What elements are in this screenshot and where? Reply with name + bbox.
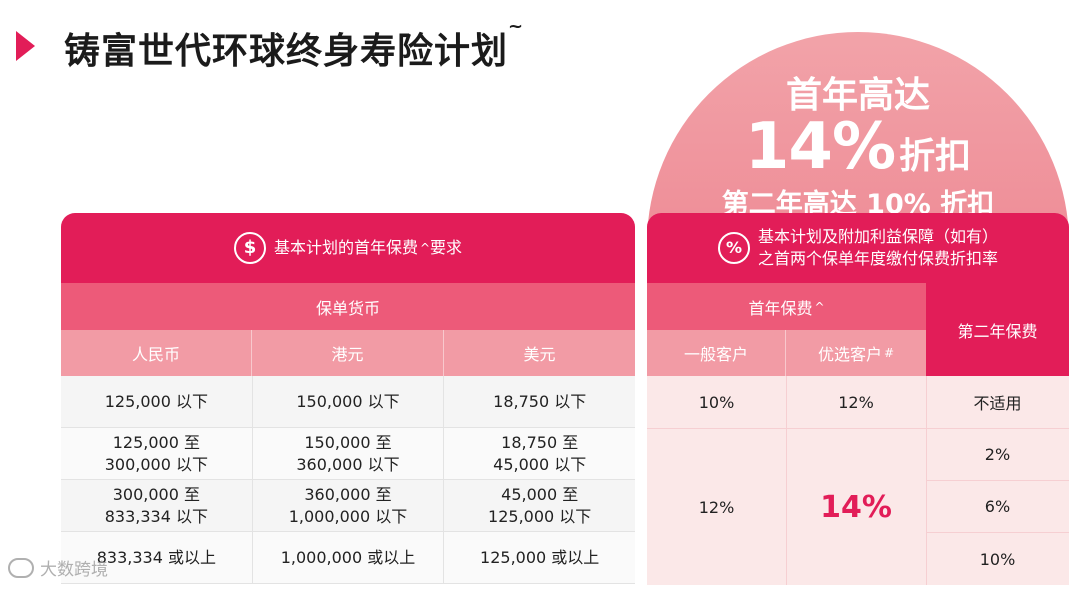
right-header-text: 基本计划及附加利益保障（如有） 之首两个保单年度缴付保费折扣率 bbox=[757, 227, 998, 268]
table-row: 833,334 或以上 1,000,000 或以上 125,000 或以上 bbox=[61, 532, 635, 584]
left-table-header: $ 基本计划的首年保费 ^要求 bbox=[61, 213, 635, 283]
promo-line-2: 14% 折扣 bbox=[647, 110, 1069, 184]
table-cell: 18,750 至 45,000 以下 bbox=[493, 432, 587, 474]
col-header-rmb: 人民币 bbox=[61, 330, 252, 376]
col-header-preferred: 优选客户 # bbox=[786, 330, 926, 376]
table-cell: 150,000 以下 bbox=[253, 376, 445, 427]
table-cell: 150,000 至 360,000 以下 bbox=[253, 428, 445, 479]
table-cell: 1,000,000 或以上 bbox=[253, 532, 445, 583]
table-row: 300,000 至 833,334 以下 360,000 至 1,000,000 以… bbox=[61, 480, 635, 532]
col-header-general: 一般客户 bbox=[647, 330, 786, 376]
left-table-rows: 125,000 以下 150,000 以下 18,750 以下 125,000 … bbox=[61, 376, 635, 584]
table-row: 125,000 至 300,000 以下 150,000 至 360,000 以下 … bbox=[61, 428, 635, 480]
rate-second-row4: 10% bbox=[979, 549, 1016, 569]
col-header-hkd: 港元 bbox=[252, 330, 444, 376]
currency-columns: 人民币 港元 美元 bbox=[61, 330, 635, 376]
second-year-header: 第二年保费 bbox=[926, 283, 1069, 376]
rate-second-row3: 6% bbox=[984, 497, 1011, 516]
divider bbox=[647, 428, 1069, 429]
table-row: 125,000 以下 150,000 以下 18,750 以下 bbox=[61, 376, 635, 428]
percent-icon: % bbox=[717, 232, 750, 264]
rate-general-row1: 10% bbox=[698, 392, 735, 412]
premium-requirement-table: $ 基本计划的首年保费 ^要求 保单货币 人民币 港元 美元 125,000 以下… bbox=[61, 213, 635, 585]
table-cell: 18,750 以下 bbox=[493, 391, 587, 411]
currency-header: 保单货币 bbox=[61, 283, 635, 330]
rate-preferred-merged: 14% bbox=[820, 489, 892, 525]
table-cell: 45,000 至 125,000 以下 bbox=[488, 484, 592, 526]
divider bbox=[786, 376, 787, 585]
right-table-header: % 基本计划及附加利益保障（如有） 之首两个保单年度缴付保费折扣率 bbox=[647, 213, 1069, 283]
watermark-logo-icon bbox=[8, 557, 34, 578]
col-header-usd: 美元 bbox=[444, 330, 635, 376]
page-title: 铸富世代环球终身寿险计划~ bbox=[64, 16, 525, 72]
discount-rate-table: % 基本计划及附加利益保障（如有） 之首两个保单年度缴付保费折扣率 首年保费 ^ 第… bbox=[647, 213, 1069, 585]
rate-general-merged: 12% bbox=[698, 497, 735, 517]
table-cell: 360,000 至 1,000,000 以下 bbox=[253, 480, 445, 531]
divider bbox=[926, 480, 1069, 481]
table-cell: 125,000 或以上 bbox=[480, 547, 600, 567]
first-year-header: 首年保费 ^ bbox=[647, 283, 926, 330]
rate-preferred-row1: 12% bbox=[838, 392, 874, 412]
dollar-icon: $ bbox=[233, 232, 266, 264]
promo-big-percent: 14% bbox=[744, 110, 896, 184]
watermark: 大数跨境 bbox=[8, 555, 108, 580]
rate-second-row1: 不适用 bbox=[973, 394, 1022, 413]
table-cell: 125,000 至 300,000 以下 bbox=[61, 428, 253, 479]
table-cell: 300,000 至 833,334 以下 bbox=[61, 480, 253, 531]
title-marker bbox=[16, 31, 35, 61]
table-cell: 833,334 或以上 bbox=[61, 532, 253, 583]
rate-second-row2: 2% bbox=[984, 445, 1011, 464]
promo-big-suffix: 折扣 bbox=[899, 136, 972, 177]
divider bbox=[926, 532, 1069, 533]
promo-line-1: 首年高达 bbox=[785, 75, 930, 116]
left-header-text: 基本计划的首年保费 ^要求 bbox=[273, 238, 463, 257]
table-cell: 125,000 以下 bbox=[61, 376, 253, 427]
